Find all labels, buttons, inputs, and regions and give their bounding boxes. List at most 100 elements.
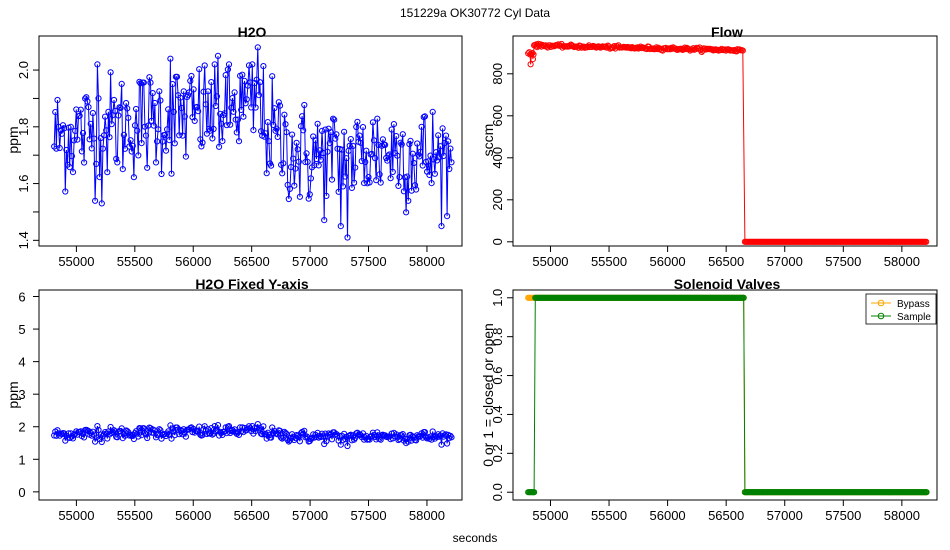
x-tick-label: 56000 (175, 508, 211, 523)
panel-h2o-ylabel: ppm (5, 126, 21, 153)
h2o-point (405, 197, 412, 204)
x-tick-label: 58000 (409, 254, 445, 269)
h2o-point (261, 133, 268, 140)
h2o-point (156, 88, 163, 95)
h2o-point (104, 169, 111, 176)
x-tick-label: 56500 (708, 508, 744, 523)
h2o-point (280, 160, 287, 167)
h2o-point (159, 138, 166, 145)
y-tick-label: 1.0 (490, 289, 505, 307)
h2o-point (346, 142, 353, 149)
h2o-point (98, 200, 105, 207)
panel-h2o-fixed-ylabel: ppm (5, 381, 21, 408)
h2o-fixed-point (444, 440, 451, 447)
h2o-point (368, 150, 375, 157)
h2o-point (177, 94, 184, 101)
h2o-point (387, 175, 394, 182)
x-tick-label: 58000 (884, 254, 920, 269)
flow-point (654, 45, 661, 53)
x-tick-label: 55500 (591, 254, 627, 269)
h2o-point (403, 209, 410, 216)
h2o-fixed-series (51, 421, 455, 450)
h2o-point (136, 78, 143, 85)
h2o-point (86, 136, 93, 143)
h2o-fixed-point (98, 438, 105, 446)
h2o-fixed-point (209, 431, 216, 438)
h2o-point (356, 132, 363, 139)
h2o-point (410, 159, 417, 167)
h2o-point (305, 195, 312, 202)
h2o-point (135, 152, 142, 159)
h2o-point (249, 61, 256, 68)
solenoid-sample-point (740, 294, 747, 301)
h2o-point (232, 116, 239, 123)
h2o-point (432, 149, 440, 156)
h2o-point (352, 164, 359, 171)
h2o-point (254, 44, 261, 51)
h2o-point (263, 170, 270, 177)
h2o-point (178, 104, 185, 112)
h2o-fixed-point (54, 427, 61, 434)
h2o-point (107, 69, 114, 76)
y-tick-label: 4 (18, 355, 25, 370)
h2o-point (293, 139, 300, 146)
h2o-fixed-point (138, 432, 145, 439)
solenoid-sample-point (531, 489, 538, 496)
h2o-fixed-point (301, 427, 308, 434)
h2o-point (339, 183, 347, 190)
panel-solenoid: Solenoid Valves 0 or 1 = closed or open … (480, 276, 938, 523)
h2o-point (398, 141, 405, 148)
h2o-point (120, 131, 128, 138)
h2o-point (274, 133, 281, 140)
h2o-point (430, 156, 437, 163)
h2o-point (62, 188, 69, 195)
h2o-point (302, 159, 309, 166)
h2o-fixed-point (447, 432, 454, 439)
x-tick-label: 58000 (409, 508, 445, 523)
h2o-point (390, 121, 397, 128)
solenoid-bypass-series (525, 294, 930, 496)
x-tick-label: 57000 (767, 254, 803, 269)
h2o-point (285, 195, 292, 203)
h2o-fixed-point (374, 429, 381, 436)
h2o-point (117, 104, 124, 112)
h2o-point (100, 132, 108, 139)
h2o-point (411, 182, 419, 189)
h2o-point (429, 108, 436, 116)
h2o-fixed-point (81, 434, 88, 441)
h2o-point (207, 127, 214, 134)
h2o-point (99, 145, 107, 152)
h2o-fixed-point (328, 436, 336, 443)
h2o-fixed-point (259, 431, 266, 438)
h2o-point (77, 106, 84, 113)
h2o-fixed-point (278, 434, 285, 441)
h2o-point (84, 98, 91, 105)
h2o-fixed-point (377, 436, 384, 443)
h2o-point (400, 188, 407, 195)
h2o-point (265, 138, 272, 145)
h2o-point (311, 162, 318, 169)
y-tick-label: 2 (18, 420, 25, 435)
h2o-point (219, 138, 226, 145)
h2o-point (130, 174, 137, 181)
panel-flow: Flow sccm 55000 55500 56000 56500 57000 57500… (480, 24, 938, 269)
h2o-fixed-point (434, 434, 441, 441)
h2o-point (394, 152, 401, 159)
solenoid-legend: Bypass Sample (865, 293, 937, 325)
h2o-fixed-point (429, 428, 436, 435)
h2o-point (188, 72, 195, 80)
x-tick-label: 56500 (708, 254, 744, 269)
h2o-point (404, 173, 411, 180)
h2o-point (439, 125, 446, 132)
x-tick-label: 55000 (58, 508, 94, 523)
h2o-point (141, 123, 148, 130)
h2o-point (71, 137, 78, 144)
x-tick-label: 57500 (350, 508, 386, 523)
h2o-point (317, 156, 324, 163)
h2o-point (441, 139, 448, 147)
h2o-point (128, 148, 135, 155)
figure-header: 151229a OK30772 Cyl Data (400, 6, 550, 20)
h2o-point (221, 110, 228, 117)
x-tick-label: 57500 (825, 254, 861, 269)
h2o-point (69, 169, 77, 176)
